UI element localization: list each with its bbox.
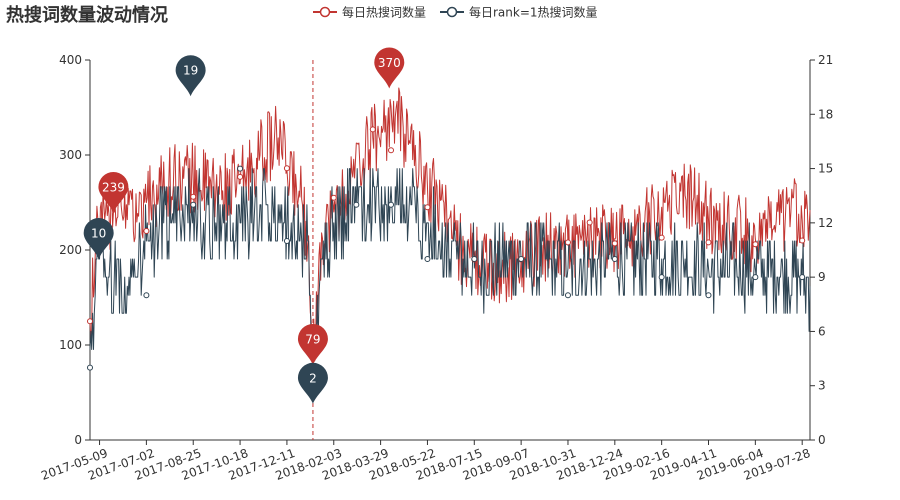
series1-max-pin [98,171,129,213]
series1-point [611,240,618,247]
series1-point [424,204,431,211]
series1-point [799,237,806,244]
y-right-tick-label: 18 [818,107,833,121]
series2-point [283,237,290,244]
y-left-tick-label: 300 [59,148,82,162]
series1-point [237,173,244,180]
series2-point [237,165,244,172]
series1-point [283,165,290,172]
series2-point [705,292,712,299]
legend-swatch-marker [319,6,331,18]
series2-max-pin [83,218,114,260]
series1-point [143,228,150,234]
y-left-tick-label: 400 [59,53,82,67]
series1-point [586,219,593,226]
series2-max-pin-label: 10 [91,227,106,241]
series-markers [87,126,806,371]
legend-label-series2: 每日rank=1热搜词数量 [469,5,598,20]
legend-label-series1: 每日热搜词数量 [342,5,426,20]
series1-min-pin [297,323,328,365]
series2-min-pin-label: 2 [309,371,317,385]
series2-min-pin [297,362,328,404]
series1-point [388,147,395,154]
series1-point [87,318,93,325]
y-right-tick-label: 0 [818,433,826,447]
legend-swatch-marker [446,6,458,18]
series1-point [369,126,376,133]
series1-point [564,239,571,246]
series1-point [330,194,337,201]
series2-point [388,201,395,208]
x-ticks: 2017-05-092017-07-022017-08-252017-10-18… [39,440,812,483]
series2-point [658,274,665,281]
series1-point [190,193,197,200]
y-left-ticks: 0 100 200 300 400 [59,53,90,447]
series2-point [564,292,571,299]
series2-point [471,256,478,263]
series1-max-pin-label: 370 [378,56,401,70]
y-right-tick-label: 12 [818,216,833,230]
y-left-tick-label: 200 [59,243,82,257]
series2-point [518,256,525,263]
chart-title: 热搜词数量波动情况 [6,4,168,26]
series2-max-pin [175,55,206,97]
series2-point [799,274,806,281]
axes [89,60,811,441]
y-right-tick-label: 9 [818,270,826,284]
y-left-tick-label: 0 [74,433,82,447]
series2-point [611,256,618,263]
series2-max-pin-label: 19 [183,64,198,78]
series1-max-pin-label: 239 [102,180,125,194]
y-right-tick-label: 21 [818,53,833,67]
series1-point [658,234,665,241]
series2-point [752,274,759,281]
legend[interactable]: 每日热搜词数量 每日rank=1热搜词数量 [313,5,598,20]
y-right-tick-label: 15 [818,162,833,176]
y-right-ticks: 0 3 6 9 12 15 18 21 [810,53,833,447]
legend-item-series2[interactable]: 每日rank=1热搜词数量 [440,5,598,20]
series1-point [705,239,712,246]
series2-point [190,201,197,208]
series1-min-pin-label: 79 [305,332,320,346]
legend-item-series1[interactable]: 每日热搜词数量 [313,5,426,20]
series1-line [89,87,811,366]
series2-point [353,201,360,208]
series1-max-pin [374,47,405,89]
mark-pins: 239 370 79 10 19 2 [83,47,405,404]
series2-point [143,292,150,299]
series2-line [89,168,811,350]
y-left-tick-label: 100 [59,338,82,352]
series1-point [752,241,759,248]
y-right-tick-label: 3 [818,379,826,393]
series2-point [87,364,93,371]
y-right-tick-label: 6 [818,324,826,338]
series-lines [89,87,811,366]
series2-point [424,256,431,263]
